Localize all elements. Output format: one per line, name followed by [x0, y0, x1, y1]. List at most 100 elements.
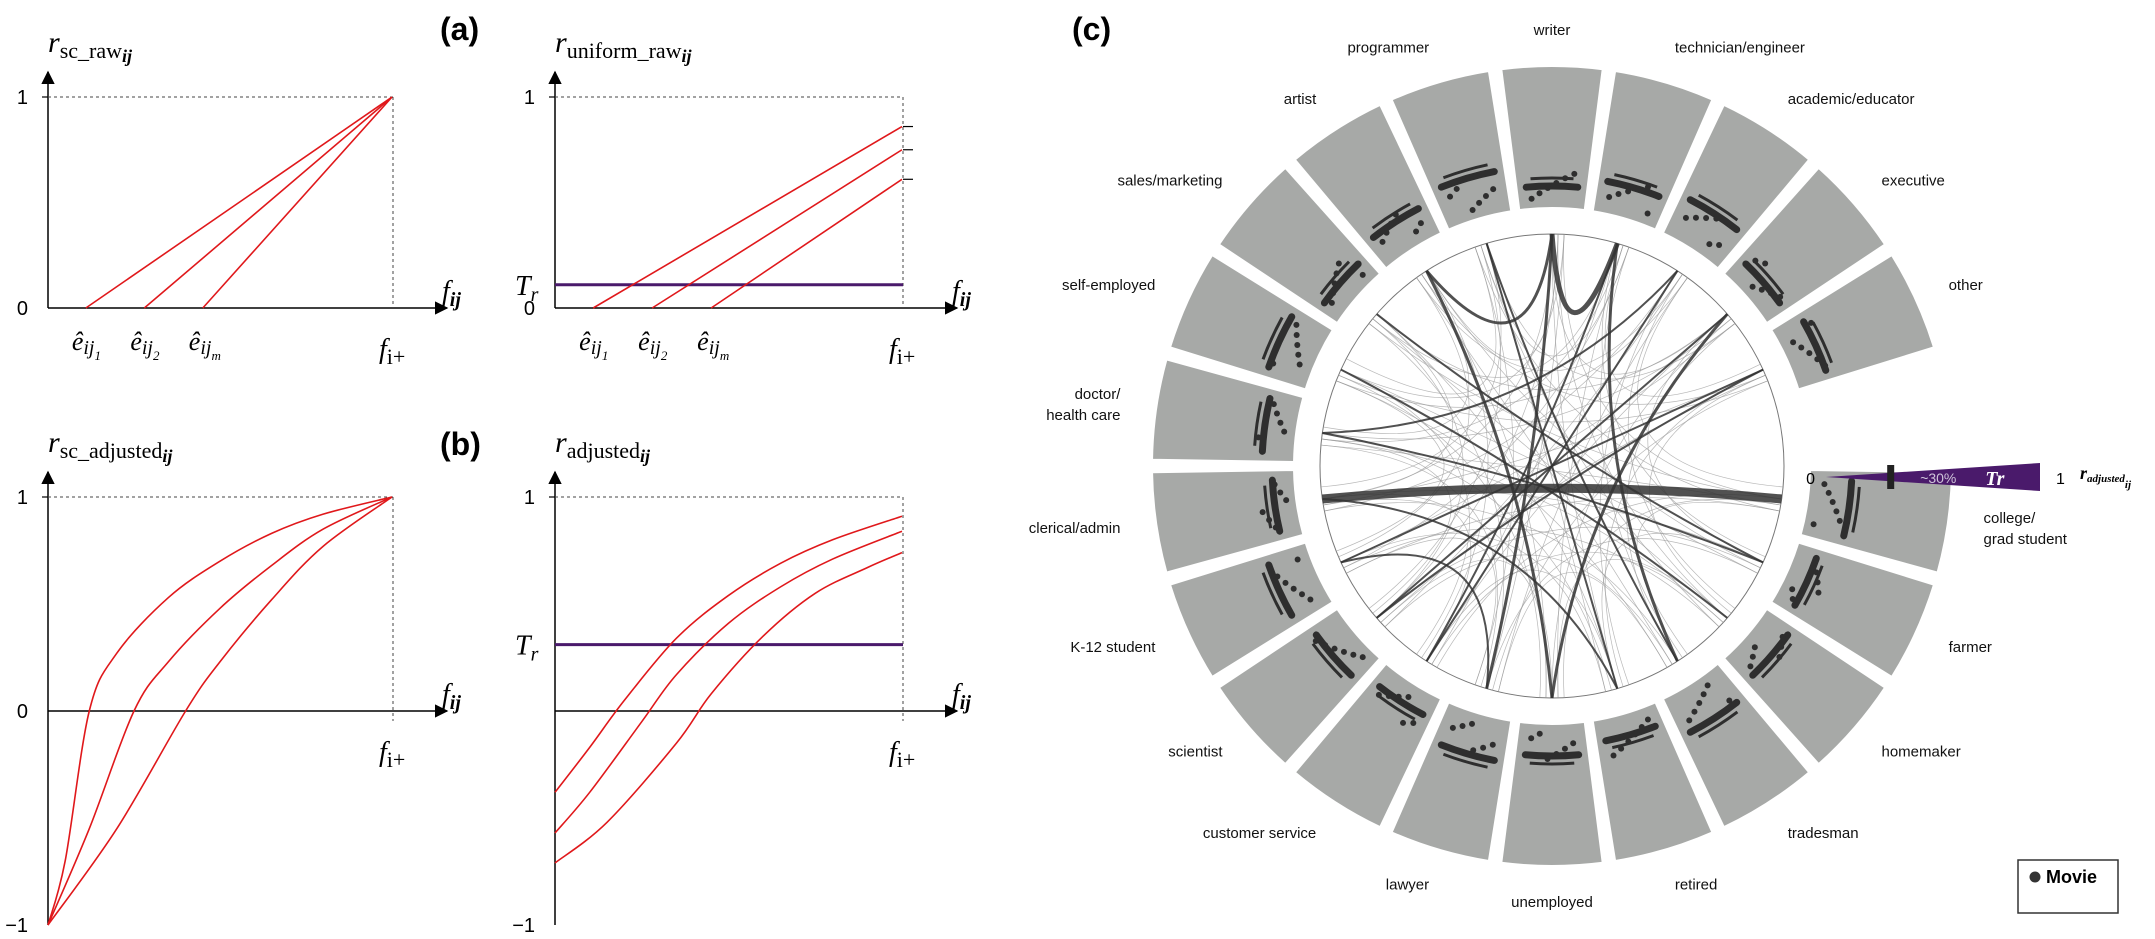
- data-band-thin: [1851, 486, 1861, 533]
- x-axis-label: fij: [952, 276, 971, 311]
- data-dot: [1290, 585, 1297, 592]
- data-dot: [1272, 524, 1279, 531]
- x-axis-label-ij: ij: [450, 289, 462, 311]
- sector-2: [1661, 103, 1811, 270]
- data-dot: [1833, 508, 1840, 515]
- chord-thin: [1343, 247, 1630, 569]
- data-dot: [1528, 735, 1535, 742]
- x-end-label: fi+: [379, 334, 405, 369]
- category-label-line: academic/educator: [1788, 91, 1915, 108]
- data-dot: [1618, 745, 1625, 752]
- chord-thin: [1346, 537, 1497, 685]
- chord-thin: [1426, 270, 1761, 569]
- e-hat-symbol: ê: [638, 327, 650, 356]
- scale-min-label: 0: [1806, 471, 1815, 488]
- data-dot: [1470, 747, 1477, 754]
- series-line: [47, 496, 393, 926]
- x-end-label-f: f: [889, 737, 900, 768]
- data-dot: [1469, 207, 1476, 214]
- category-label-line: grad student: [1984, 531, 2068, 548]
- data-band: [1437, 741, 1498, 764]
- category-label-7: homemaker: [1882, 744, 1961, 761]
- y-axis-label-r: r: [555, 26, 567, 59]
- category-label-16: doctor/health care: [1046, 386, 1121, 424]
- x-axis-label: fij: [442, 276, 461, 311]
- e-hat-ij: ij: [591, 337, 603, 359]
- category-label-11: lawyer: [1386, 876, 1429, 893]
- data-dot: [1571, 170, 1578, 177]
- chord-thin: [1384, 273, 1683, 628]
- category-label-20: programmer: [1347, 40, 1429, 57]
- data-dot: [1825, 489, 1832, 496]
- data-dot: [1644, 184, 1651, 191]
- category-label-line: artist: [1284, 91, 1317, 108]
- x-end-label-f: f: [889, 334, 900, 365]
- data-dot: [1293, 321, 1300, 328]
- y-axis-label: runiform_rawij: [555, 26, 693, 66]
- data-dot: [1836, 517, 1843, 524]
- data-band: [1268, 476, 1284, 535]
- category-label-line: lawyer: [1386, 876, 1429, 893]
- scale-axis-label-ij: ij: [2125, 479, 2132, 491]
- sector-5: [1799, 469, 1953, 574]
- sector-13: [1217, 607, 1382, 766]
- category-label-line: farmer: [1949, 639, 1992, 656]
- sector-20: [1390, 69, 1513, 231]
- y-axis-label-r: r: [555, 426, 567, 459]
- x-axis-label-ij: ij: [960, 289, 972, 311]
- legend-dot: [2029, 871, 2041, 883]
- sector-4: [1769, 253, 1936, 391]
- panel-label-a: (a): [440, 11, 479, 47]
- chord-thin: [1346, 497, 1780, 574]
- category-label-line: health care: [1046, 407, 1120, 424]
- data-dot: [1255, 434, 1262, 441]
- data-dot: [1758, 286, 1765, 293]
- data-dot: [1632, 731, 1639, 738]
- data-dot: [1606, 194, 1613, 201]
- data-dot: [1544, 755, 1551, 762]
- category-label-line: sales/marketing: [1117, 172, 1222, 189]
- data-dot: [1570, 740, 1577, 747]
- data-band: [1840, 477, 1856, 540]
- data-dot: [1691, 708, 1698, 715]
- data-dot: [1294, 556, 1301, 563]
- category-label-line: programmer: [1347, 40, 1429, 57]
- data-dot: [1638, 723, 1645, 730]
- data-dot: [1340, 648, 1347, 655]
- data-dot: [1273, 410, 1280, 417]
- data-dot: [1625, 738, 1632, 745]
- data-dot: [1811, 559, 1818, 566]
- data-band-thin: [1802, 565, 1824, 606]
- chord: [1549, 233, 1620, 316]
- legend: Movie: [2017, 859, 2119, 914]
- data-dot: [1387, 220, 1394, 227]
- category-label-line: scientist: [1168, 744, 1223, 761]
- chord: [1376, 368, 1764, 619]
- threshold-label: Tr: [515, 271, 539, 306]
- chord-thin: [1338, 277, 1470, 558]
- data-dot: [1331, 645, 1338, 652]
- chord: [1340, 553, 1490, 689]
- data-dot: [1482, 192, 1489, 199]
- e-hat-sub: 2: [661, 348, 668, 363]
- sector-14: [1168, 541, 1335, 679]
- chord-thin: [1636, 501, 1780, 655]
- chord: [1322, 432, 1764, 564]
- y-axis-label-ij: ij: [162, 446, 173, 466]
- category-label-3: executive: [1882, 172, 1945, 189]
- data-band-thin: [1614, 173, 1658, 189]
- y-axis-label: radjustedij: [555, 426, 651, 466]
- e-hat-sub: m: [211, 348, 220, 363]
- chord: [1607, 243, 1679, 662]
- data-dot: [1392, 211, 1399, 218]
- data-dot: [1359, 271, 1366, 278]
- data-band-thin: [1442, 163, 1488, 180]
- data-band-thin: [1319, 260, 1351, 296]
- x-axis-label-f: f: [952, 276, 963, 307]
- chord: [1550, 313, 1729, 699]
- y-axis-label-ij: ij: [682, 46, 693, 66]
- chord-thin: [1384, 554, 1673, 665]
- data-dot: [1814, 579, 1821, 586]
- category-label-line: homemaker: [1882, 744, 1961, 761]
- e-hat-label: êijm: [189, 327, 221, 363]
